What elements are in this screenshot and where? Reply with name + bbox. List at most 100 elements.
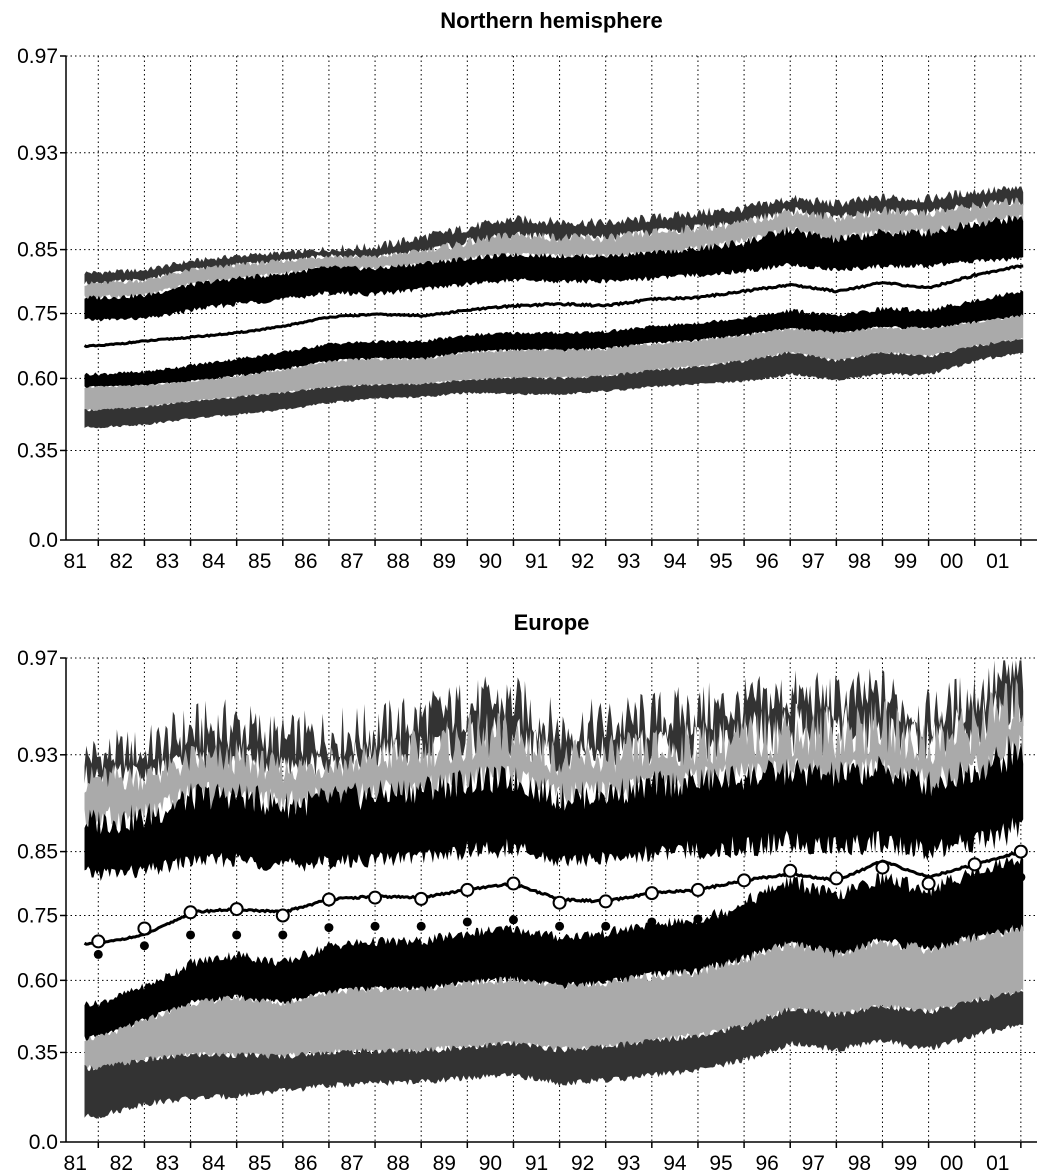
x-tick-label: 87 [340, 1152, 363, 1175]
x-tick-label: 92 [571, 550, 594, 573]
open-circle-marker [414, 891, 429, 906]
open-circle-marker [967, 857, 982, 872]
x-tick-label: 94 [663, 1152, 687, 1175]
filled-dot-marker [693, 914, 703, 924]
open-circle-marker [321, 892, 336, 907]
lower-middle-band [84, 314, 1024, 412]
upper-middle-band [84, 678, 1024, 834]
open-circle-marker [1013, 844, 1028, 859]
open-circle-marker [137, 921, 152, 936]
open-circle-marker [598, 894, 613, 909]
x-tick-label: 95 [709, 1152, 732, 1175]
open-circle-marker [690, 882, 705, 897]
lower-inner-band [84, 290, 1024, 389]
chart-panel-1: Northern hemisphere 0.0 0.35 0.60 0.75 0.85 0.… [17, 8, 1037, 573]
y-tick-label: 0.97 [17, 647, 58, 670]
open-circle-marker [368, 890, 383, 905]
x-tick-label: 85 [248, 550, 271, 573]
x-tick-label: 84 [202, 550, 226, 573]
x-tick-label: 82 [110, 1152, 133, 1175]
filled-dot-marker [739, 904, 749, 914]
y-tick-label: 0.0 [29, 529, 58, 552]
x-tick-label: 93 [617, 550, 640, 573]
filled-dot-marker [324, 923, 334, 933]
y-tick-label: 0.75 [17, 904, 58, 927]
x-tick-label: 88 [386, 1152, 409, 1175]
x-tick-label: 00 [940, 1152, 963, 1175]
x-tick-label: 99 [894, 550, 917, 573]
x-tick-label: 96 [755, 550, 778, 573]
x-tick-label: 89 [433, 550, 456, 573]
y-tick-label: 0.35 [17, 1041, 58, 1064]
filled-dot-marker [924, 901, 934, 911]
x-tick-label: 01 [986, 1152, 1009, 1175]
x-tick-label: 99 [894, 1152, 917, 1175]
open-circle-marker [91, 934, 106, 949]
upper-inner-band [84, 735, 1024, 881]
y-tick-label: 0.85 [17, 841, 58, 864]
filled-dot-marker [139, 941, 149, 951]
upper-inner-band [84, 214, 1024, 322]
open-circle-marker [460, 882, 475, 897]
open-circle-marker [644, 886, 659, 901]
y-tick-label: 0.97 [17, 45, 58, 68]
y-tick-label: 0.60 [17, 367, 58, 390]
open-circle-marker [506, 876, 521, 891]
upper-middle-band [84, 197, 1024, 300]
open-circle-marker [921, 876, 936, 891]
lower-inner-band [84, 855, 1024, 1042]
y-tick-label: 0.75 [17, 302, 58, 325]
y-tick-label: 0.35 [17, 439, 58, 462]
x-tick-label: 86 [294, 550, 317, 573]
filled-dot-marker [785, 893, 795, 903]
x-tick-label: 98 [848, 1152, 871, 1175]
y-tick-label: 0.0 [29, 1131, 58, 1154]
y-tick-label: 0.85 [17, 239, 58, 262]
lower-outer-band [84, 339, 1024, 429]
x-tick-label: 86 [294, 1152, 317, 1175]
x-tick-label: 91 [525, 550, 548, 573]
x-tick-label: 87 [340, 550, 363, 573]
y-tick-label: 0.60 [17, 969, 58, 992]
x-tick-label: 96 [755, 1152, 778, 1175]
open-circle-marker [783, 863, 798, 878]
x-tick-label: 83 [156, 1152, 179, 1175]
filled-dot-marker [831, 898, 841, 908]
filled-dot-marker [370, 921, 380, 931]
open-circle-marker [229, 902, 244, 917]
x-tick-label: 98 [848, 550, 871, 573]
filled-dot-marker [93, 949, 103, 959]
filled-dot-marker [186, 930, 196, 940]
filled-dot-marker [970, 885, 980, 895]
x-tick-label: 89 [433, 1152, 456, 1175]
x-tick-label: 00 [940, 550, 963, 573]
filled-dot-marker [1016, 872, 1026, 882]
lower-outer-band [84, 990, 1024, 1119]
x-tick-label: 85 [248, 1152, 271, 1175]
x-tick-label: 92 [571, 1152, 594, 1175]
x-tick-label: 90 [479, 550, 502, 573]
filled-dot-marker [508, 915, 518, 925]
chart-panel-2: Europe 0.0 0.35 0.60 0.75 0.85 0.93 0.97 81 82 83 8… [17, 610, 1037, 1175]
filled-dot-marker [647, 917, 657, 927]
x-tick-label: 97 [802, 550, 825, 573]
x-tick-label: 83 [156, 550, 179, 573]
open-circle-marker [737, 873, 752, 888]
filled-dot-marker [601, 921, 611, 931]
filled-dot-marker [555, 921, 565, 931]
x-tick-label: 91 [525, 1152, 548, 1175]
open-circle-marker [829, 871, 844, 886]
y-tick-label: 0.93 [17, 142, 58, 165]
x-tick-label: 94 [663, 550, 687, 573]
y-tick-label: 0.93 [17, 744, 58, 767]
x-tick-label: 82 [110, 550, 133, 573]
filled-dot-marker [416, 921, 426, 931]
median-line [83, 264, 1024, 349]
x-tick-label: 97 [802, 1152, 825, 1175]
x-tick-label: 01 [986, 550, 1009, 573]
chart-title: Northern hemisphere [440, 8, 663, 33]
chart-title: Europe [514, 610, 590, 635]
x-tick-label: 81 [64, 1152, 87, 1175]
filled-dot-marker [462, 917, 472, 927]
filled-dot-marker [877, 891, 887, 901]
